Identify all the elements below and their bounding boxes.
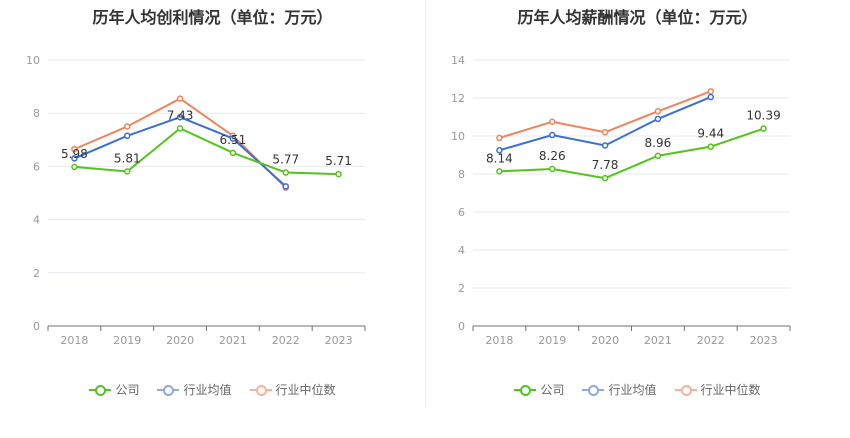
data-point: [496, 147, 503, 154]
data-point: [549, 165, 556, 173]
y-tick-label: 12: [451, 92, 465, 105]
legend-item-company[interactable]: 公司: [514, 381, 564, 398]
line-marker-icon: [674, 384, 697, 396]
data-point: [601, 142, 609, 149]
data-point: [282, 183, 289, 190]
y-tick-label: 6: [458, 206, 465, 219]
line-marker-icon: [582, 384, 605, 396]
y-tick-label: 2: [33, 267, 40, 280]
data-label: 8.26: [539, 149, 566, 163]
data-point: [124, 123, 131, 130]
data-point: [707, 93, 714, 101]
series-line: [74, 127, 339, 176]
data-point: [654, 152, 662, 160]
y-tick-label: 10: [26, 54, 40, 67]
data-point: [229, 149, 237, 157]
data-point: [707, 88, 714, 95]
legend-label: 公司: [115, 383, 140, 397]
line-marker-icon: [514, 384, 537, 396]
data-point: [176, 95, 184, 102]
data-label: 5.81: [114, 151, 141, 165]
line-marker-icon: [249, 384, 272, 396]
data-point: [496, 134, 503, 142]
data-label: 8.14: [486, 151, 513, 165]
y-tick-label: 4: [458, 244, 465, 257]
x-tick-label: 2021: [644, 334, 672, 347]
legend-item-company[interactable]: 公司: [89, 381, 139, 398]
x-tick-label: 2021: [219, 334, 247, 347]
legend-label: 行业中位数: [275, 383, 336, 397]
x-tick-label: 2023: [325, 334, 353, 347]
data-label: 10.39: [746, 109, 780, 123]
chart-title: 历年人均薪酬情况（单位：万元）: [517, 8, 758, 27]
y-tick-label: 0: [458, 320, 465, 333]
legend-label: 行业均值: [183, 383, 232, 397]
data-label: 5.71: [325, 154, 352, 168]
y-tick-label: 8: [458, 168, 465, 181]
x-tick-label: 2022: [272, 334, 300, 347]
x-tick-label: 2018: [60, 334, 88, 347]
x-tick-label: 2018: [485, 334, 513, 347]
legend-label: 行业中位数: [700, 383, 761, 397]
data-label: 5.77: [272, 153, 299, 167]
data-point: [496, 168, 503, 175]
profit-chart-panel: 历年人均创利情况（单位：万元） 0 2 4 6 8 10 2018 2019 2020 2021 2…: [0, 8, 425, 398]
data-label: 9.44: [697, 127, 724, 141]
data-point: [71, 155, 78, 162]
line-marker-icon: [89, 384, 112, 396]
y-tick-label: 2: [458, 282, 465, 295]
data-point: [654, 115, 662, 123]
data-point: [229, 135, 237, 142]
data-label: 7.43: [167, 108, 194, 122]
x-tick-label: 2020: [166, 334, 194, 347]
salary-chart-panel: 历年人均薪酬情况（单位：万元） 0 2 4 6 8 10 12 14 2018 2019 2020 2…: [425, 0, 850, 438]
line-marker-icon: [157, 384, 180, 396]
data-label: 7.78: [592, 158, 619, 172]
data-point: [176, 113, 184, 121]
data-point: [601, 128, 609, 136]
data-point: [549, 131, 556, 139]
legend-item-industry-median[interactable]: 行业中位数: [249, 381, 336, 398]
data-point: [282, 169, 289, 176]
y-tick-label: 4: [33, 214, 40, 227]
y-tick-label: 10: [451, 130, 465, 143]
data-point: [124, 168, 131, 175]
data-label: 6.51: [220, 133, 247, 147]
data-point: [707, 143, 714, 150]
y-tick-label: 6: [33, 160, 40, 173]
data-point: [71, 163, 78, 171]
data-point: [601, 174, 609, 182]
legend: 公司 行业均值 行业中位数: [425, 381, 850, 398]
x-tick-label: 2020: [591, 334, 619, 347]
legend-item-industry-median[interactable]: 行业中位数: [674, 381, 761, 398]
data-point: [71, 145, 78, 153]
legend-label: 公司: [540, 383, 565, 397]
data-label: 8.96: [645, 136, 672, 150]
y-tick-label: 14: [451, 54, 465, 67]
chart-title: 历年人均创利情况（单位：万元）: [92, 8, 333, 27]
data-point: [335, 170, 342, 178]
legend-label: 行业均值: [608, 383, 657, 397]
data-point: [654, 108, 662, 115]
x-tick-label: 2022: [697, 334, 725, 347]
legend: 公司 行业均值 行业中位数: [0, 381, 425, 398]
x-tick-label: 2019: [113, 334, 141, 347]
data-point: [176, 125, 184, 132]
y-tick-label: 0: [33, 320, 40, 333]
legend-item-industry-mean[interactable]: 行业均值: [157, 381, 232, 398]
x-tick-label: 2023: [750, 334, 778, 347]
panel-divider: [425, 0, 426, 408]
data-label: 5.98: [61, 147, 88, 161]
y-tick-label: 8: [33, 107, 40, 120]
data-point: [549, 118, 556, 125]
legend-item-industry-mean[interactable]: 行业均值: [582, 381, 657, 398]
salary-chart: 0 2 4 6 8 10 12 14 2018 2019 2020 2021 2022 2023 8.14 8…: [451, 54, 791, 347]
data-point: [124, 132, 131, 140]
data-point: [760, 125, 767, 132]
series-line: [499, 127, 764, 180]
x-tick-label: 2019: [538, 334, 566, 347]
profit-chart: 0 2 4 6 8 10 2018 2019 2020 2021 2022 2023 5.98 5.81 7…: [26, 54, 366, 347]
